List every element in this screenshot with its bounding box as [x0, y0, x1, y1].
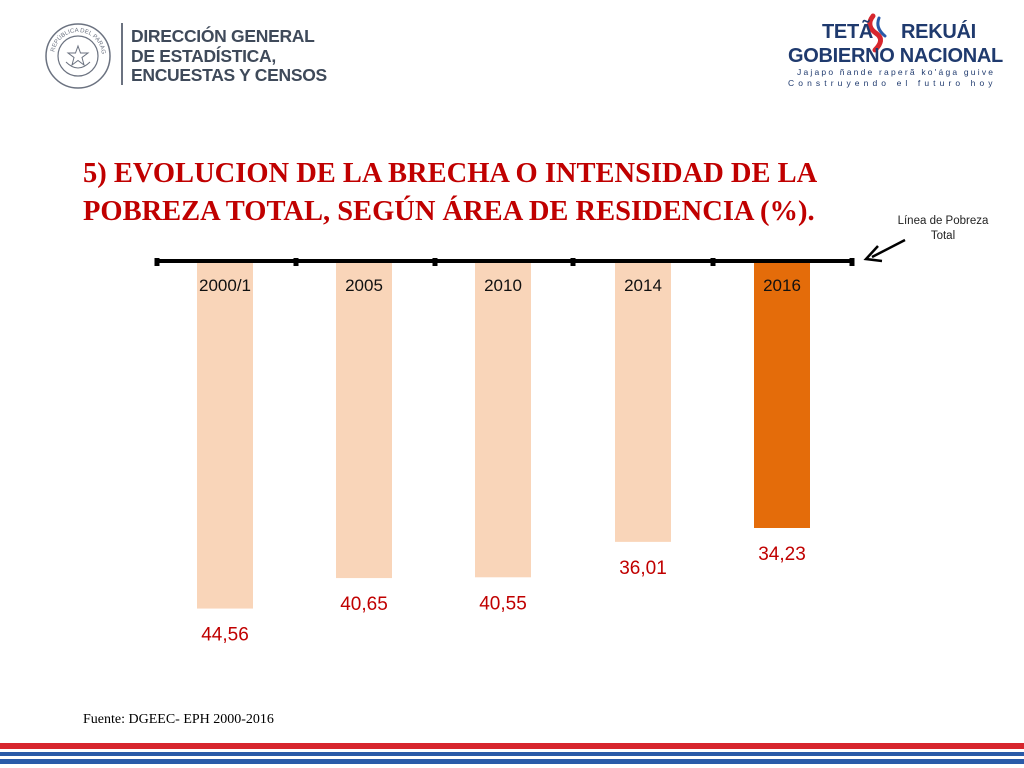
- category-label-2005: 2005: [345, 276, 383, 295]
- annotation-arrow: [871, 238, 906, 259]
- footer-stripe-blue: [0, 752, 1024, 756]
- value-label-2005: 40,65: [340, 594, 388, 615]
- bar-2010: [475, 261, 531, 578]
- gov-logo-slogan: Construyendo el futuro hoy: [788, 78, 997, 88]
- category-label-2014: 2014: [624, 276, 662, 295]
- gov-logo-line-3: Jajapo ñande raperã ko'ága guive: [797, 67, 996, 77]
- header-divider: [121, 23, 123, 85]
- poverty-line-label: Línea de Pobreza Total: [897, 215, 989, 242]
- value-label-2000/1: 44,56: [201, 625, 249, 646]
- footer-stripe-white: [0, 749, 1024, 752]
- bar-2014: [615, 261, 671, 542]
- value-label-2010: 40,55: [479, 593, 527, 614]
- org-name-line-3: ENCUESTAS Y CENSOS: [131, 65, 327, 85]
- value-label-2016: 34,23: [758, 544, 806, 565]
- source-note: Fuente: DGEEC- EPH 2000-2016: [83, 712, 274, 727]
- category-label-2016: 2016: [763, 276, 801, 295]
- value-label-2014: 36,01: [619, 558, 667, 579]
- slide-title: 5) EVOLUCION DE LA BRECHA O INTENSIDAD D…: [83, 158, 816, 227]
- footer-stripe-white-2: [0, 756, 1024, 759]
- gov-logo-teta: TETÃ: [822, 21, 874, 43]
- category-label-2000/1: 2000/1: [199, 276, 251, 295]
- gov-logo-line-1: TETÃ REKUÁI: [822, 21, 976, 44]
- org-name-line-1: DIRECCIÓN GENERAL: [131, 26, 315, 46]
- government-logo: [867, 13, 887, 53]
- annotation-arrow-head: [863, 245, 883, 263]
- gov-logo-rekuai: REKUÁI: [901, 21, 976, 43]
- bar-2005: [336, 261, 392, 579]
- category-label-2010: 2010: [484, 276, 522, 295]
- paraguay-seal-logo: REPÚBLICA DEL PARAGUAY: [42, 18, 112, 90]
- footer-stripe-red: [0, 743, 1024, 749]
- org-name-line-2: DE ESTADÍSTICA,: [131, 45, 276, 66]
- footer-stripe-blue-2: [0, 759, 1024, 764]
- bar-2016: [754, 261, 810, 528]
- org-name: DIRECCIÓN GENERAL DE ESTADÍSTICA, ENCUES…: [131, 26, 327, 86]
- gov-logo-line-2: GOBIERNO NACIONAL: [788, 45, 1003, 67]
- bar-2000/1: [197, 261, 253, 609]
